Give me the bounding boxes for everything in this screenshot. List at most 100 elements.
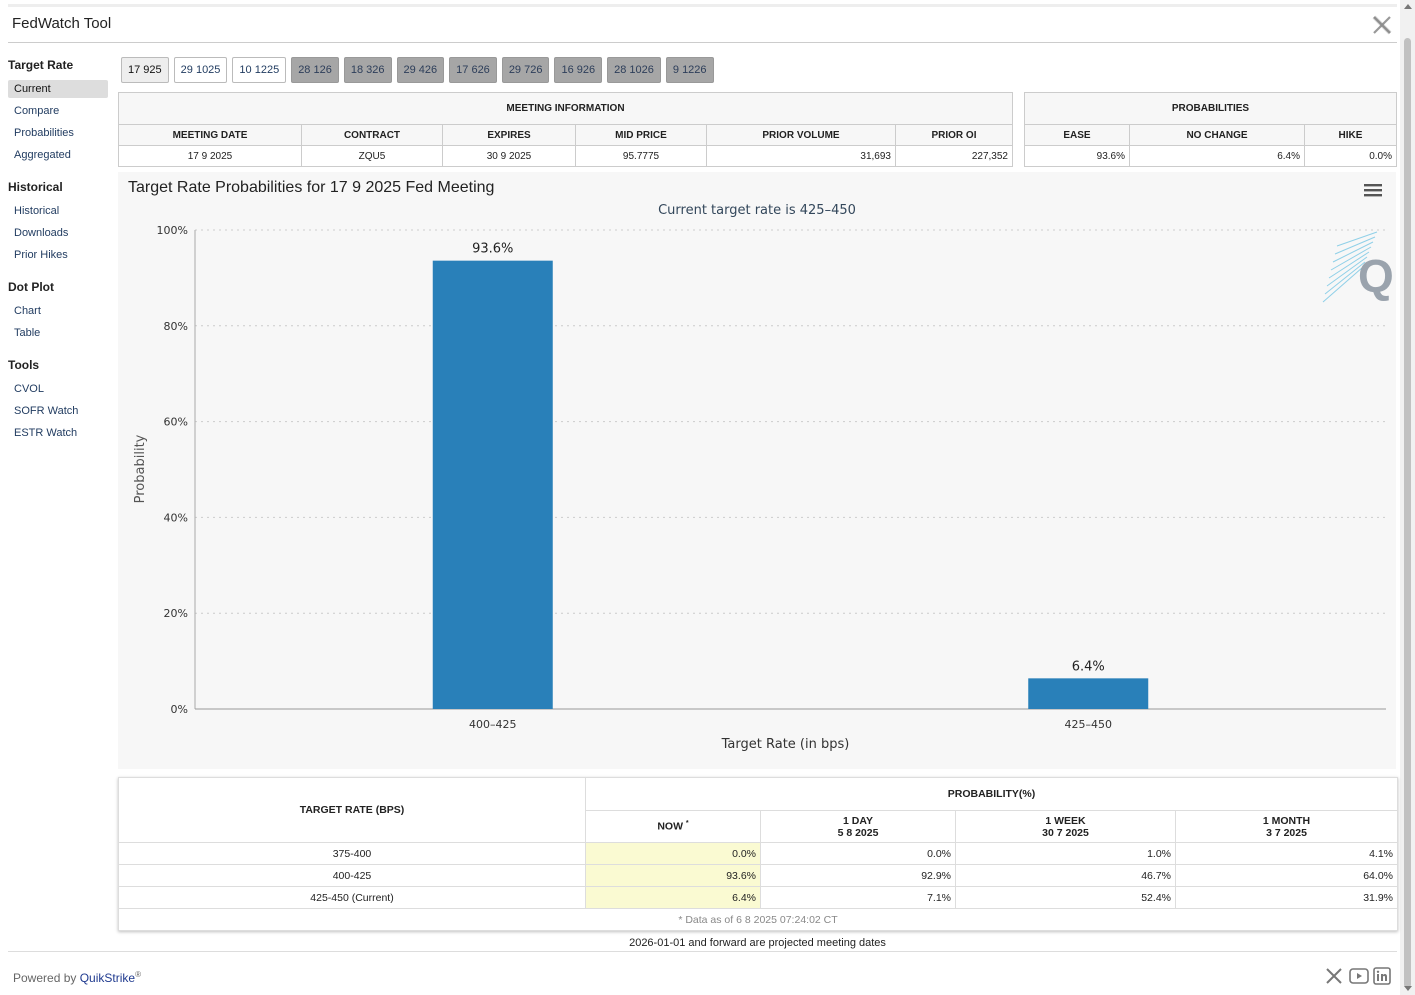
- target-rate-cell: 425-450 (Current): [118, 886, 586, 909]
- sidebar-section-title: Historical: [8, 180, 63, 194]
- tab-meeting-10[interactable]: 9 1226: [665, 57, 714, 83]
- y-tick-label: 100%: [157, 224, 188, 237]
- scroll-up-arrow-icon[interactable]: [1404, 4, 1412, 9]
- data-label: 6.4%: [1072, 659, 1105, 674]
- col-1-week: 1 WEEK 30 7 2025: [955, 810, 1176, 843]
- col-1-month: 1 MONTH 3 7 2025: [1175, 810, 1398, 843]
- sidebar-item-cvol[interactable]: CVOL: [14, 383, 44, 395]
- tab-meeting-0[interactable]: 17 925: [121, 57, 169, 83]
- col-contract: CONTRACT: [301, 124, 443, 146]
- meeting-info-heading: MEETING INFORMATION: [118, 92, 1013, 125]
- probability-cell: 4.1%: [1175, 842, 1398, 865]
- x-tick-label: 400–425: [469, 718, 517, 731]
- probability-cell: 0.0%: [760, 842, 956, 865]
- probability-cell: 7.1%: [760, 886, 956, 909]
- y-axis-title: Probability: [133, 434, 148, 503]
- sidebar-item-chart[interactable]: Chart: [14, 305, 41, 317]
- data-label: 93.6%: [472, 242, 513, 257]
- chart-subtitle: Current target rate is 425–450: [658, 203, 856, 218]
- y-tick-label: 0%: [171, 703, 188, 716]
- probability-cell: 93.6%: [585, 864, 761, 887]
- col-expires: EXPIRES: [442, 124, 576, 146]
- tab-meeting-2[interactable]: 10 1225: [232, 57, 287, 83]
- sidebar-item-aggregated[interactable]: Aggregated: [14, 149, 71, 161]
- linkedin-icon[interactable]: [1373, 967, 1391, 985]
- social-links: [1325, 967, 1391, 985]
- data-as-of-note: * Data as of 6 8 2025 07:24:02 CT: [118, 908, 1398, 931]
- probability-cell: 6.4%: [585, 886, 761, 909]
- tab-meeting-9[interactable]: 28 1026: [607, 57, 661, 83]
- sidebar-item-historical[interactable]: Historical: [14, 205, 60, 217]
- probability-cell: 1.0%: [955, 842, 1176, 865]
- probability-cell: 0.0%: [585, 842, 761, 865]
- col-prior-volume: PRIOR VOLUME: [706, 124, 896, 146]
- target-rate-cell: 375-400: [118, 842, 586, 865]
- tab-meeting-3[interactable]: 28 126: [291, 57, 339, 83]
- app-header: FedWatch Tool: [8, 8, 1397, 43]
- col-1-day: 1 DAY 5 8 2025: [760, 810, 956, 843]
- sidebar-item-compare[interactable]: Compare: [14, 105, 60, 117]
- quikstrike-link[interactable]: QuikStrike: [79, 971, 136, 985]
- scroll-down-arrow-icon[interactable]: [1404, 986, 1412, 991]
- scrollbar-thumb[interactable]: [1404, 38, 1411, 988]
- meeting-date-value: 17 9 2025: [118, 145, 302, 167]
- tab-meeting-5[interactable]: 29 426: [396, 57, 445, 83]
- sidebar-item-table[interactable]: Table: [14, 327, 41, 339]
- sidebar-section-title: Dot Plot: [8, 280, 54, 294]
- mid-price-value: 95.7775: [575, 145, 707, 167]
- col-meeting-date: MEETING DATE: [118, 124, 302, 146]
- prior-volume-value: 31,693: [706, 145, 896, 167]
- meeting-date-tabs: 17 925 29 1025 10 1225 28 126 18 326 29 426 17…: [121, 57, 714, 83]
- col-mid-price: MID PRICE: [575, 124, 707, 146]
- x-tick-label: 425–450: [1065, 718, 1113, 731]
- sidebar-section-title: Target Rate: [8, 58, 74, 72]
- probability-cell: 31.9%: [1175, 886, 1398, 909]
- x-logo-icon[interactable]: [1371, 14, 1393, 36]
- sidebar-item-probabilities[interactable]: Probabilities: [14, 127, 74, 139]
- probabilities-heading: PROBABILITIES: [1024, 92, 1397, 125]
- tab-meeting-4[interactable]: 18 326: [343, 57, 392, 83]
- table-row: 375-400 0.0% 0.0% 1.0% 4.1%: [118, 842, 1398, 865]
- probability-cell: 92.9%: [760, 864, 956, 887]
- hike-value: 0.0%: [1304, 145, 1397, 167]
- sidebar-item-current[interactable]: Current: [8, 80, 108, 98]
- quikstrike-watermark-icon: Q: [1322, 231, 1394, 303]
- sidebar-item-estr-watch[interactable]: ESTR Watch: [14, 427, 78, 439]
- tab-meeting-7[interactable]: 29 726: [501, 57, 550, 83]
- col-now: NOW *: [585, 810, 761, 843]
- bar-400–425: [432, 260, 553, 709]
- sidebar-item-prior-hikes[interactable]: Prior Hikes: [14, 249, 68, 261]
- prior-oi-value: 227,352: [895, 145, 1013, 167]
- ease-value: 93.6%: [1024, 145, 1130, 167]
- col-ease: EASE: [1024, 124, 1130, 146]
- expires-value: 30 9 2025: [442, 145, 576, 167]
- projected-dates-note: 2026-01-01 and forward are projected mee…: [629, 937, 886, 949]
- y-tick-label: 60%: [164, 416, 188, 429]
- col-no-change: NO CHANGE: [1129, 124, 1305, 146]
- x-social-icon[interactable]: [1325, 967, 1343, 985]
- table-row: 400-425 93.6% 92.9% 46.7% 64.0%: [118, 864, 1398, 887]
- sidebar-item-downloads[interactable]: Downloads: [14, 227, 69, 239]
- svg-text:Q: Q: [1358, 250, 1394, 302]
- tab-meeting-1[interactable]: 29 1025: [173, 57, 228, 83]
- sidebar-item-sofr-watch[interactable]: SOFR Watch: [14, 405, 79, 417]
- col-prior-oi: PRIOR OI: [895, 124, 1013, 146]
- target-rate-cell: 400-425: [118, 864, 586, 887]
- no-change-value: 6.4%: [1129, 145, 1305, 167]
- powered-by: Powered by QuikStrike®: [13, 970, 141, 985]
- chart-menu-icon[interactable]: [1364, 183, 1382, 197]
- y-tick-label: 80%: [164, 320, 188, 333]
- probability-cell: 52.4%: [955, 886, 1176, 909]
- x-axis-title: Target Rate (in bps): [721, 737, 850, 752]
- contract-value: ZQU5: [301, 145, 443, 167]
- chart-title: Target Rate Probabilities for 17 9 2025 …: [128, 179, 495, 196]
- y-tick-label: 20%: [164, 607, 188, 620]
- youtube-icon[interactable]: [1349, 967, 1369, 985]
- tab-meeting-8[interactable]: 16 926: [554, 57, 603, 83]
- probability-header: PROBABILITY(%): [585, 777, 1398, 811]
- scrollbar[interactable]: [1400, 0, 1415, 995]
- meeting-info-table: MEETING INFORMATION MEETING DATE CONTRAC…: [118, 92, 1013, 167]
- probabilities-table: PROBABILITIES EASE NO CHANGE HIKE 93.6% …: [1024, 92, 1397, 167]
- sidebar-section-title: Tools: [8, 358, 40, 372]
- tab-meeting-6[interactable]: 17 626: [449, 57, 497, 83]
